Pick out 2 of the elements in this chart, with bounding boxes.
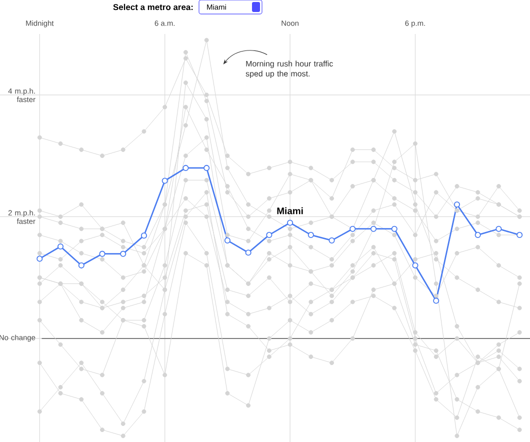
series-label: Miami bbox=[277, 207, 303, 214]
text: Select a metro area: bbox=[113, 4, 193, 10]
